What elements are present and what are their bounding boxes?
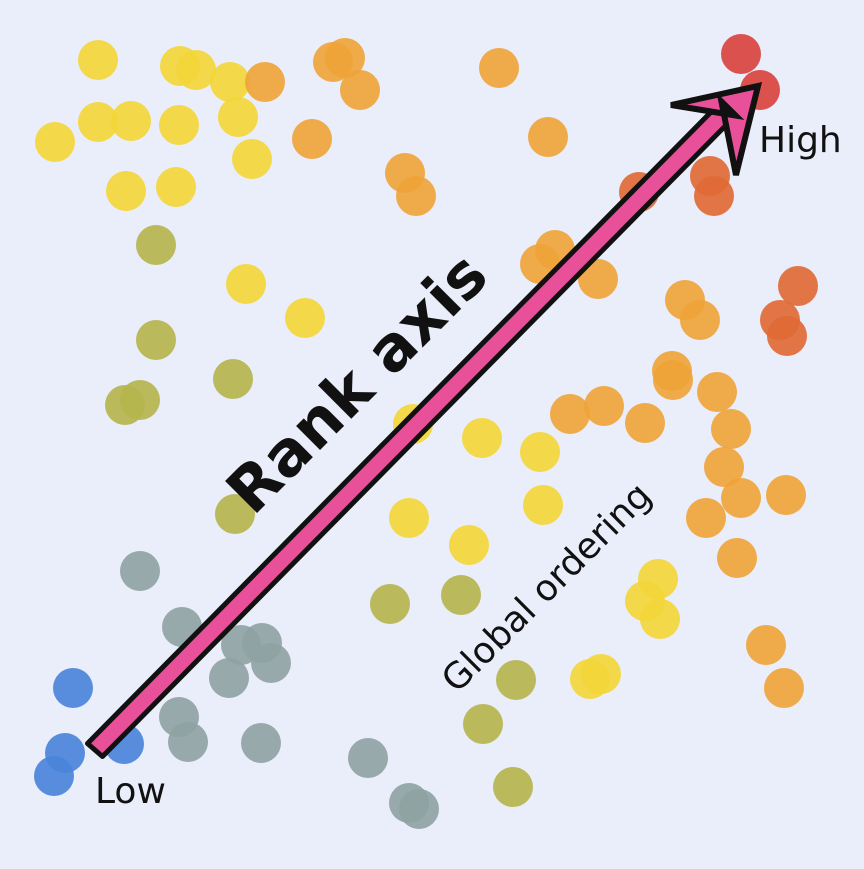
scatter-dot (106, 171, 146, 211)
scatter-dot (78, 40, 118, 80)
scatter-dot (215, 494, 255, 534)
scatter-dot (209, 658, 249, 698)
scatter-dot (462, 418, 502, 458)
scatter-dot (213, 359, 253, 399)
scatter-dot (520, 432, 560, 472)
scatter-dot (111, 101, 151, 141)
scatter-dot (717, 538, 757, 578)
scatter-dot (340, 70, 380, 110)
scatter-dot (493, 767, 533, 807)
scatter-dot (523, 485, 563, 525)
scatter-dot (226, 264, 266, 304)
scatter-dot (348, 738, 388, 778)
scatter-dot (441, 575, 481, 615)
scatter-dot (210, 62, 250, 102)
scatter-dot (746, 625, 786, 665)
scatter-dot (550, 394, 590, 434)
scatter-dot (697, 372, 737, 412)
scatter-dot (389, 498, 429, 538)
scatter-dot (721, 478, 761, 518)
scatter-dot (159, 105, 199, 145)
scatter-dot (241, 723, 281, 763)
scatter-dot (34, 756, 74, 796)
low-label: Low (95, 771, 166, 812)
high-label: High (759, 120, 842, 161)
scatter-dot (778, 266, 818, 306)
scatter-dots (34, 34, 818, 829)
scatter-dot (396, 176, 436, 216)
scatter-dot (120, 551, 160, 591)
scatter-dot (292, 119, 332, 159)
scatter-dot (399, 789, 439, 829)
scatter-dot (35, 122, 75, 162)
scatter-dot (584, 386, 624, 426)
scatter-dot (686, 498, 726, 538)
scatter-dot (251, 643, 291, 683)
scatter-dot (704, 447, 744, 487)
scatter-dot (625, 403, 665, 443)
scatter-dot (176, 50, 216, 90)
scatter-dot (78, 102, 118, 142)
scatter-dot (325, 38, 365, 78)
scatter-dot (463, 704, 503, 744)
scatter-dot (711, 409, 751, 449)
rank-arrow-head (670, 82, 763, 176)
scatter-dot (370, 584, 410, 624)
scatter-dot (690, 156, 730, 196)
scatter-dot (764, 668, 804, 708)
scatter-dot (653, 360, 693, 400)
scatter-dot (136, 320, 176, 360)
scatter-dot (640, 599, 680, 639)
scatter-dot (120, 380, 160, 420)
scatter-dot (168, 722, 208, 762)
scatter-dot (285, 298, 325, 338)
scatter-dot (479, 48, 519, 88)
scatter-dot (578, 259, 618, 299)
scatter-dot (218, 97, 258, 137)
scatter-dot (232, 139, 272, 179)
scatter-dot (767, 316, 807, 356)
scatter-dot (528, 117, 568, 157)
scatter-dot (156, 167, 196, 207)
scatter-dot (53, 668, 93, 708)
scatter-dot (245, 62, 285, 102)
scatter-dot (680, 300, 720, 340)
scatter-dot (449, 525, 489, 565)
scatter-dot (581, 654, 621, 694)
scatter-dot (136, 225, 176, 265)
scatter-dot (496, 660, 536, 700)
scatter-dot (766, 475, 806, 515)
scatter-dot (721, 34, 761, 74)
